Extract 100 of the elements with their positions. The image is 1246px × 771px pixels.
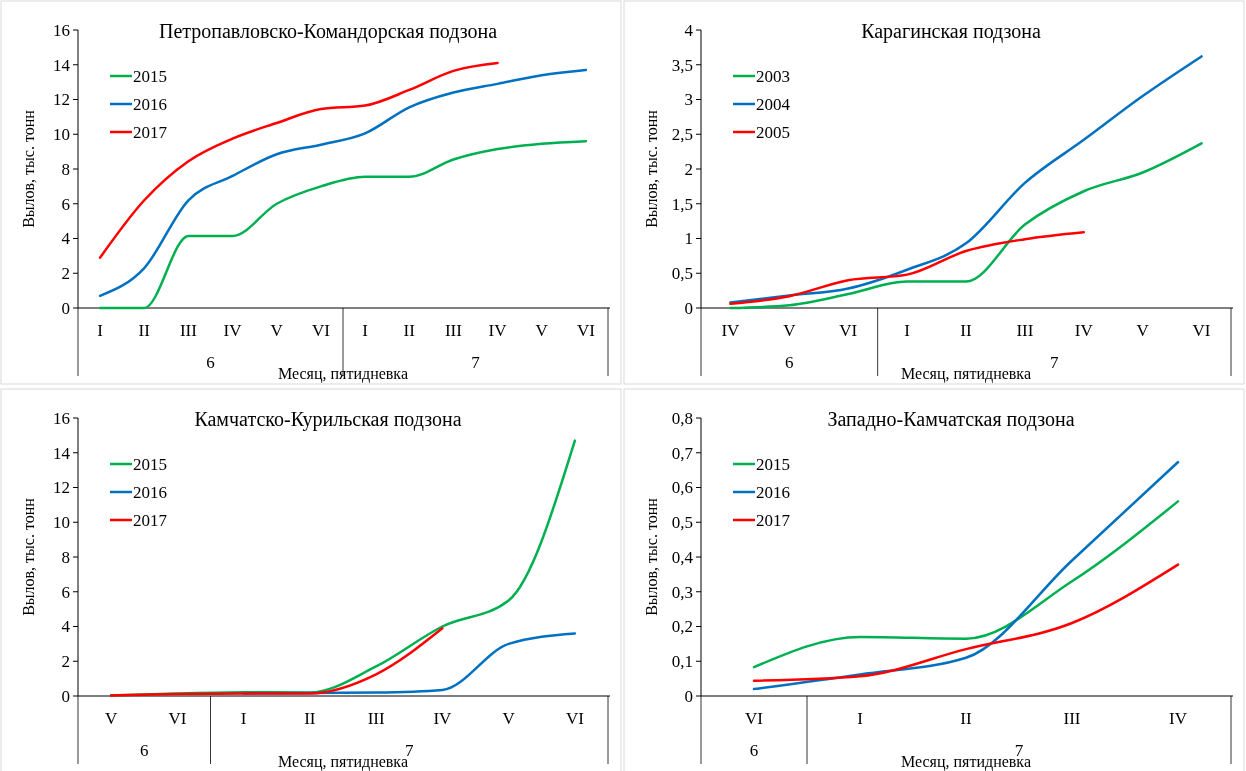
legend-label: 2015 xyxy=(133,66,167,86)
line-series xyxy=(729,231,1086,306)
line-series xyxy=(752,500,1180,669)
text: 7 xyxy=(405,741,414,760)
y-tick-label: 4 xyxy=(61,617,71,637)
y-tick-label: 8 xyxy=(61,159,70,179)
x-tick-label: V xyxy=(1136,321,1150,340)
y-tick-label: 4 xyxy=(61,229,71,249)
x-tick-label: III xyxy=(1016,321,1034,340)
x-tick-label: IV xyxy=(223,321,243,340)
y-tick-label: 16 xyxy=(53,20,70,40)
y-axis-title: Вылов, тыс. тонн xyxy=(20,497,37,616)
x-tick-label: VI xyxy=(565,709,585,728)
line-series xyxy=(729,55,1203,304)
y-axis-title: Вылов, тыс. тонн xyxy=(643,109,660,228)
x-tick-label: II xyxy=(403,321,416,340)
legend-label: 2017 xyxy=(756,510,791,530)
x-tick-label: I xyxy=(362,321,369,340)
legend-label: 2016 xyxy=(133,482,167,502)
x-tick-label: V xyxy=(104,709,118,728)
y-tick-label: 0 xyxy=(61,298,70,318)
y-tick-label: 0,5 xyxy=(671,264,693,284)
legend-label: 2005 xyxy=(756,122,790,142)
x-tick-label: VI xyxy=(311,321,331,340)
x-tick-label: IV xyxy=(721,321,741,340)
y-tick-label: 10 xyxy=(53,513,70,533)
chart-title: Камчатско-Курильская подзона xyxy=(194,408,462,431)
legend-label: 2015 xyxy=(756,454,790,474)
x-tick-label: V xyxy=(502,709,516,728)
x-tick-label: VI xyxy=(745,709,764,728)
y-tick-label: 14 xyxy=(53,443,71,463)
text: 7 xyxy=(1050,353,1060,372)
y-tick-label: 1,5 xyxy=(671,194,693,214)
y-tick-label: 8 xyxy=(61,547,70,567)
line-series xyxy=(752,563,1180,682)
x-tick-label: VI xyxy=(1192,321,1211,340)
y-tick-label: 10 xyxy=(53,125,70,145)
line-series xyxy=(98,68,588,298)
x-tick-label: III xyxy=(179,321,198,340)
legend-label: 2003 xyxy=(756,66,790,86)
x-tick-label: I xyxy=(904,321,911,340)
chart-title: Петропавловско-Командорская подзона xyxy=(158,20,498,43)
chart-title: Карагинская подзона xyxy=(861,20,1041,43)
y-tick-label: 0,5 xyxy=(671,513,693,533)
y-tick-label: 2 xyxy=(61,652,70,672)
line-series xyxy=(109,626,444,697)
y-tick-label: 1 xyxy=(684,229,693,249)
y-tick-label: 6 xyxy=(61,194,70,214)
x-tick-label: II xyxy=(138,321,151,340)
x-tick-label: III xyxy=(367,709,385,728)
x-tick-label: II xyxy=(304,709,316,728)
y-tick-label: 16 xyxy=(53,408,70,428)
x-tick-label: II xyxy=(960,709,972,728)
y-tick-label: 0,2 xyxy=(671,617,693,637)
x-axis-title: Месяц, пятидневка xyxy=(900,365,1032,383)
legend-label: 2016 xyxy=(756,482,790,502)
x-tick-label: IV xyxy=(1074,321,1094,340)
y-tick-label: 12 xyxy=(53,90,70,110)
y-tick-label: 4 xyxy=(684,20,694,40)
legend-label: 2004 xyxy=(756,94,791,114)
x-tick-label: V xyxy=(270,321,284,340)
y-axis-title: Вылов, тыс. тонн xyxy=(20,109,37,228)
x-tick-label: I xyxy=(97,321,104,340)
y-tick-label: 0,8 xyxy=(671,408,693,428)
text: 7 xyxy=(471,353,481,372)
y-axis-title: Вылов, тыс. тонн xyxy=(643,497,660,616)
y-tick-label: 0,6 xyxy=(671,478,693,498)
x-tick-label: III xyxy=(1063,709,1081,728)
text: 6 xyxy=(785,353,794,372)
y-tick-label: 2 xyxy=(61,264,70,284)
x-axis-title: Месяц, пятидневка xyxy=(277,365,409,383)
x-tick-label: VI xyxy=(576,321,596,340)
y-tick-label: 0,1 xyxy=(671,652,693,672)
line-series xyxy=(98,139,588,310)
x-tick-label: II xyxy=(960,321,972,340)
y-tick-label: 14 xyxy=(53,55,71,75)
legend-label: 2017 xyxy=(133,510,168,530)
x-tick-label: V xyxy=(783,321,797,340)
y-tick-label: 0,4 xyxy=(671,547,694,567)
legend-label: 2015 xyxy=(133,454,167,474)
y-tick-label: 2,5 xyxy=(671,125,693,145)
y-tick-label: 3,5 xyxy=(671,55,693,75)
x-tick-label: I xyxy=(857,709,864,728)
text: 6 xyxy=(749,741,759,760)
y-tick-label: 0 xyxy=(61,686,70,706)
text: 7 xyxy=(1014,741,1024,760)
x-tick-label: VI xyxy=(168,709,187,728)
x-tick-label: IV xyxy=(433,709,453,728)
legend-label: 2016 xyxy=(133,94,167,114)
x-tick-label: VI xyxy=(839,321,858,340)
x-tick-label: III xyxy=(444,321,463,340)
x-tick-label: I xyxy=(240,709,247,728)
line-series xyxy=(98,61,499,259)
text: 6 xyxy=(140,741,149,760)
y-tick-label: 6 xyxy=(61,582,70,602)
x-tick-label: IV xyxy=(1169,709,1188,728)
y-tick-label: 0 xyxy=(684,298,693,318)
y-tick-label: 3 xyxy=(684,90,693,110)
chart-title: Западно-Камчатская подзона xyxy=(827,408,1075,431)
y-tick-label: 0,3 xyxy=(671,582,693,602)
